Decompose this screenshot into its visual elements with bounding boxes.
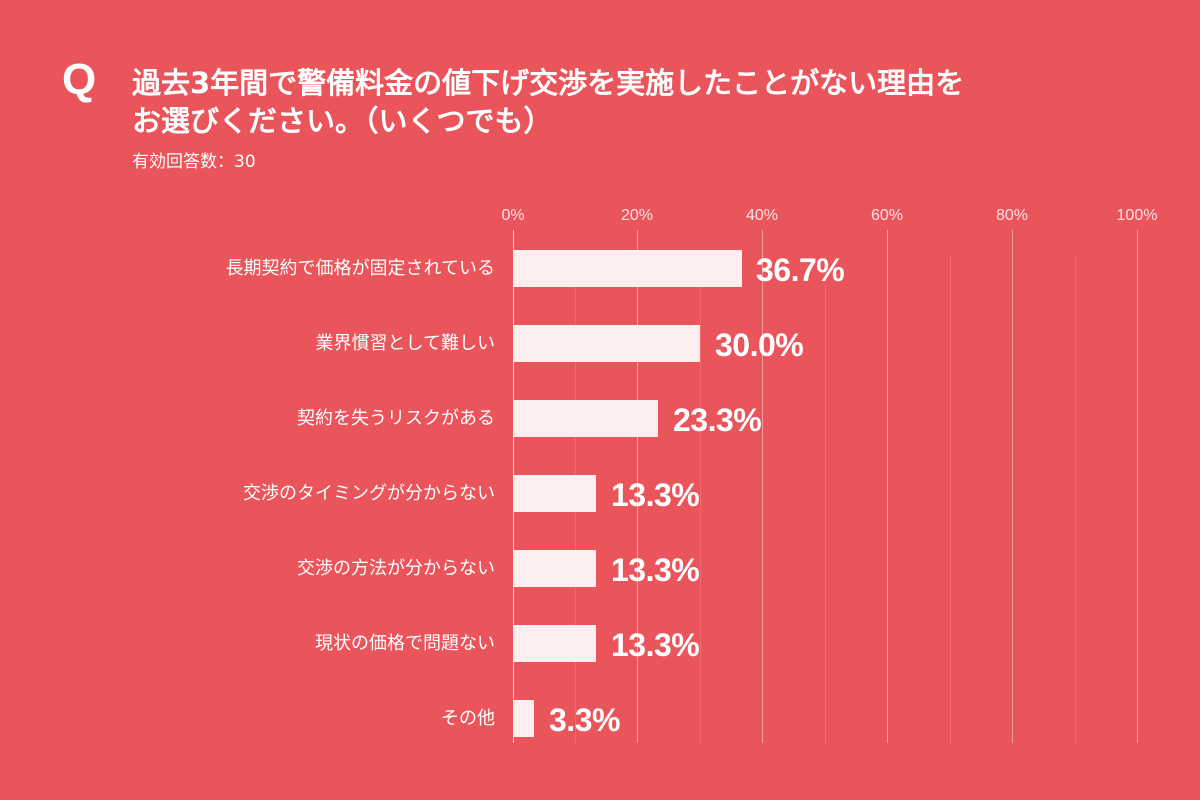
bar bbox=[513, 325, 700, 362]
gridline-minor bbox=[825, 255, 826, 743]
category-label: 交渉の方法が分からない bbox=[297, 558, 495, 579]
gridline-major bbox=[1012, 230, 1013, 743]
category-label: その他 bbox=[441, 708, 495, 729]
question-title-line1: 過去3年間で警備料金の値下げ交渉を実施したことがない理由を bbox=[132, 66, 965, 100]
bar bbox=[513, 700, 534, 737]
gridline-major bbox=[762, 230, 763, 743]
x-tick-label: 60% bbox=[870, 207, 904, 224]
value-label: 30.0% bbox=[715, 327, 804, 363]
bar bbox=[513, 400, 658, 437]
bar bbox=[513, 475, 596, 512]
x-tick-label: 40% bbox=[745, 207, 779, 224]
x-tick-label: 0% bbox=[501, 207, 525, 224]
value-label: 36.7% bbox=[756, 252, 845, 288]
gridline-minor bbox=[1075, 255, 1076, 743]
bar bbox=[513, 550, 596, 587]
response-count: 有効回答数：30 bbox=[132, 152, 256, 172]
gridline-minor bbox=[700, 255, 701, 743]
gridline-minor bbox=[950, 255, 951, 743]
bar bbox=[513, 625, 596, 662]
question-title-line2: お選びください。（いくつでも） bbox=[132, 104, 553, 138]
gridline-major bbox=[1137, 230, 1138, 743]
question-title: 過去3年間で警備料金の値下げ交渉を実施したことがない理由を お選びください。（い… bbox=[132, 64, 1132, 140]
bar bbox=[513, 250, 742, 287]
value-label: 13.3% bbox=[611, 552, 700, 588]
x-tick-label: 20% bbox=[620, 207, 654, 224]
gridline-major bbox=[637, 230, 638, 743]
category-label: 業界慣習として難しい bbox=[315, 333, 495, 354]
value-label: 13.3% bbox=[611, 627, 700, 663]
value-label: 3.3% bbox=[549, 702, 620, 738]
value-label: 13.3% bbox=[611, 477, 700, 513]
category-label: 現状の価格で問題ない bbox=[315, 633, 495, 654]
category-label: 長期契約で価格が固定されている bbox=[225, 258, 495, 279]
q-mark: Q bbox=[62, 55, 97, 104]
x-tick-label: 100% bbox=[1116, 207, 1158, 224]
category-label: 交渉のタイミングが分からない bbox=[243, 483, 495, 504]
gridline-major bbox=[887, 230, 888, 743]
x-tick-label: 80% bbox=[995, 207, 1029, 224]
category-label: 契約を失うリスクがある bbox=[297, 408, 495, 429]
value-label: 23.3% bbox=[673, 402, 762, 438]
